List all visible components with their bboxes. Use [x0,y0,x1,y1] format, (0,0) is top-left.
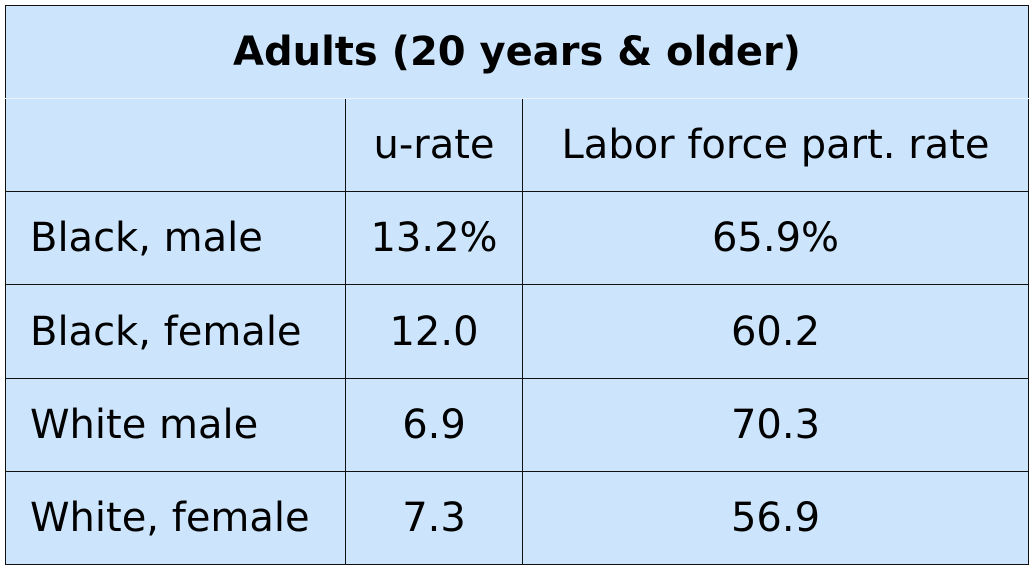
row-label: White male [5,377,346,472]
u-rate-cell: 13.2% [345,191,523,286]
labor-force-rate-cell: 56.9 [521,470,1030,566]
table-row: White male 6.9 70.3 [5,377,1030,472]
table-title: Adults (20 years & older) [4,4,1030,100]
table-row: Black, male 13.2% 65.9% [5,191,1030,286]
row-label: Black, male [5,191,346,286]
u-rate-cell: 7.3 [345,470,523,566]
row-label: Black, female [5,284,346,379]
table-title-row: Adults (20 years & older) [4,4,1030,100]
labor-force-rate-cell: 70.3 [521,377,1030,472]
table-row: Black, female 12.0 60.2 [5,284,1030,379]
labor-force-column-header: Labor force part. rate [521,98,1030,193]
table-row: White, female 7.3 56.9 [5,470,1030,566]
u-rate-column-header: u-rate [345,98,523,193]
row-label: White, female [5,470,346,566]
table-header-row: u-rate Labor force part. rate [5,98,1030,193]
u-rate-cell: 12.0 [345,284,523,379]
row-label-column-header [5,98,346,193]
adults-statistics-table: Adults (20 years & older) u-rate Labor f… [4,4,1030,566]
labor-force-rate-cell: 60.2 [521,284,1030,379]
labor-force-rate-cell: 65.9% [521,191,1030,286]
u-rate-cell: 6.9 [345,377,523,472]
